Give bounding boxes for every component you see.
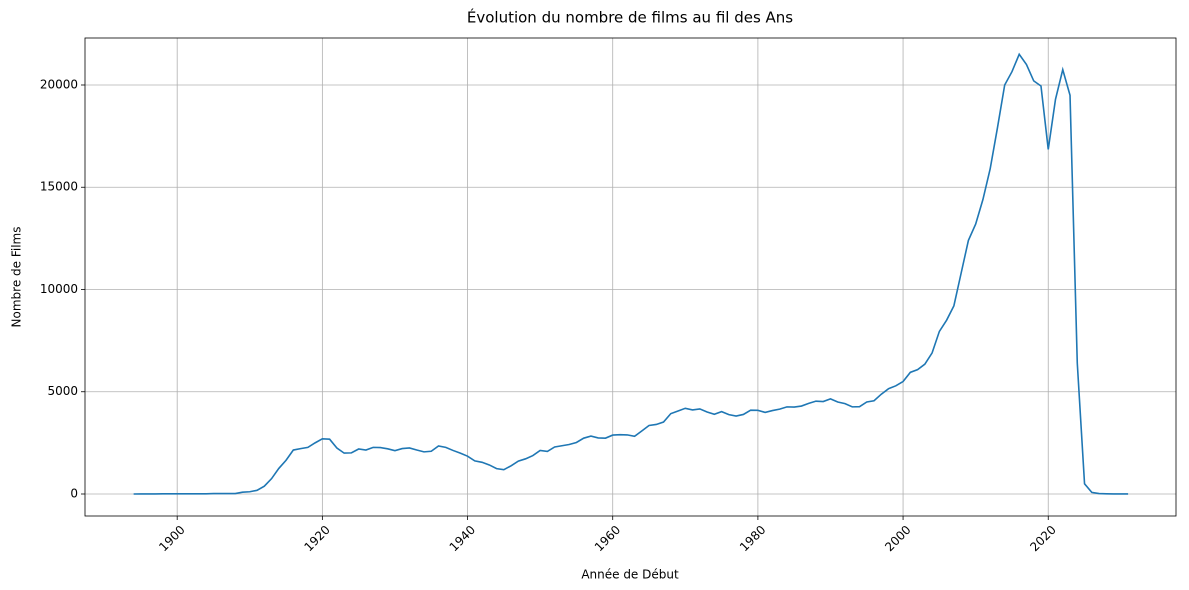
x-tick-label: 1980 bbox=[737, 523, 768, 554]
data-line bbox=[133, 52, 1129, 495]
x-tick-label: 2020 bbox=[1027, 523, 1058, 554]
plot-frame bbox=[84, 37, 1177, 517]
x-tick-label: 1900 bbox=[156, 523, 187, 554]
x-tick-label: 2000 bbox=[882, 523, 913, 554]
x-tick-label: 1920 bbox=[301, 523, 332, 554]
x-tick-label: 1940 bbox=[447, 523, 478, 554]
y-tick-label: 15000 bbox=[40, 180, 78, 194]
x-axis-label: Année de Début bbox=[581, 568, 679, 582]
chart-title: Évolution du nombre de films au fil des … bbox=[467, 8, 793, 27]
x-tick-label: 1960 bbox=[592, 523, 623, 554]
y-tick-label: 5000 bbox=[47, 384, 78, 398]
y-tick-label: 0 bbox=[70, 486, 78, 500]
y-tick-label: 10000 bbox=[40, 282, 78, 296]
y-tick-label: 20000 bbox=[40, 77, 78, 91]
y-axis-label: Nombre de Films bbox=[10, 227, 24, 328]
